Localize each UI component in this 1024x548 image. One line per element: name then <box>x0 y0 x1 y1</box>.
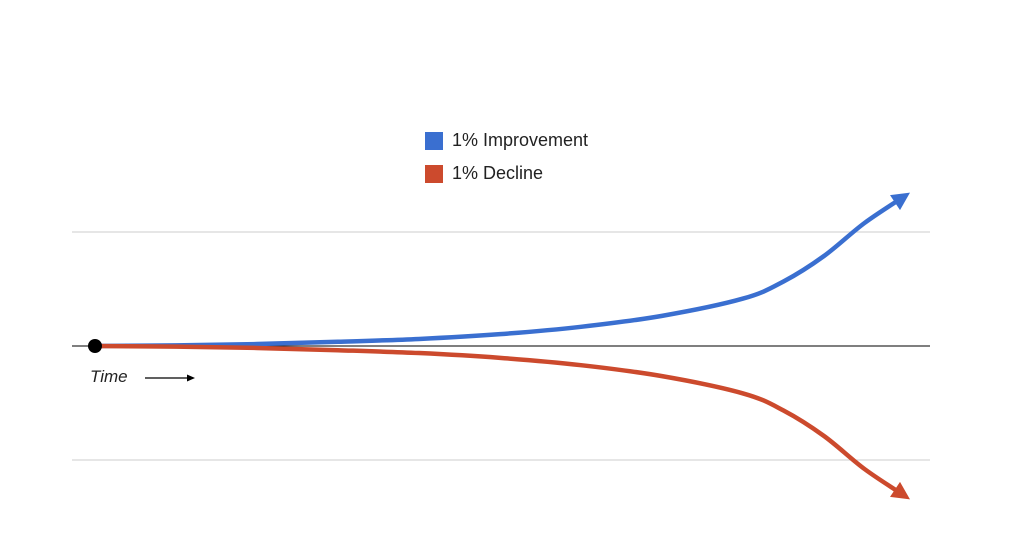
legend-item-improvement: 1% Improvement <box>425 124 588 157</box>
origin-point <box>88 339 102 353</box>
series-line-decline <box>92 343 908 499</box>
time-arrow <box>145 374 195 382</box>
legend-item-decline: 1% Decline <box>425 157 588 190</box>
series-arrowhead-decline <box>890 481 910 500</box>
series-arrowhead-improvement <box>890 192 910 211</box>
legend-label-decline: 1% Decline <box>452 163 544 183</box>
legend-label-improvement: 1% Improvement <box>452 130 589 150</box>
legend-swatch-improvement <box>425 131 443 150</box>
legend: 1% Improvement 1% Decline <box>425 124 588 190</box>
x-axis-label: Time <box>90 367 128 386</box>
legend-swatch-decline <box>425 164 443 183</box>
series-line-improvement <box>92 193 908 349</box>
